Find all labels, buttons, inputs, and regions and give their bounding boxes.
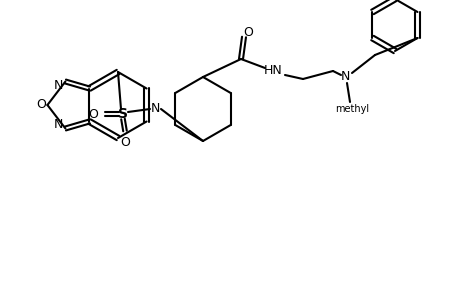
Text: O: O	[242, 26, 252, 38]
Text: O: O	[120, 136, 129, 149]
Text: O: O	[36, 98, 46, 112]
Text: N: N	[54, 79, 63, 92]
Text: O: O	[88, 107, 98, 121]
Text: N: N	[340, 70, 349, 83]
Text: HN: HN	[263, 64, 282, 77]
Text: S: S	[118, 107, 128, 121]
Text: N: N	[54, 118, 63, 131]
Text: methyl: methyl	[334, 104, 368, 114]
Text: N: N	[150, 103, 159, 116]
